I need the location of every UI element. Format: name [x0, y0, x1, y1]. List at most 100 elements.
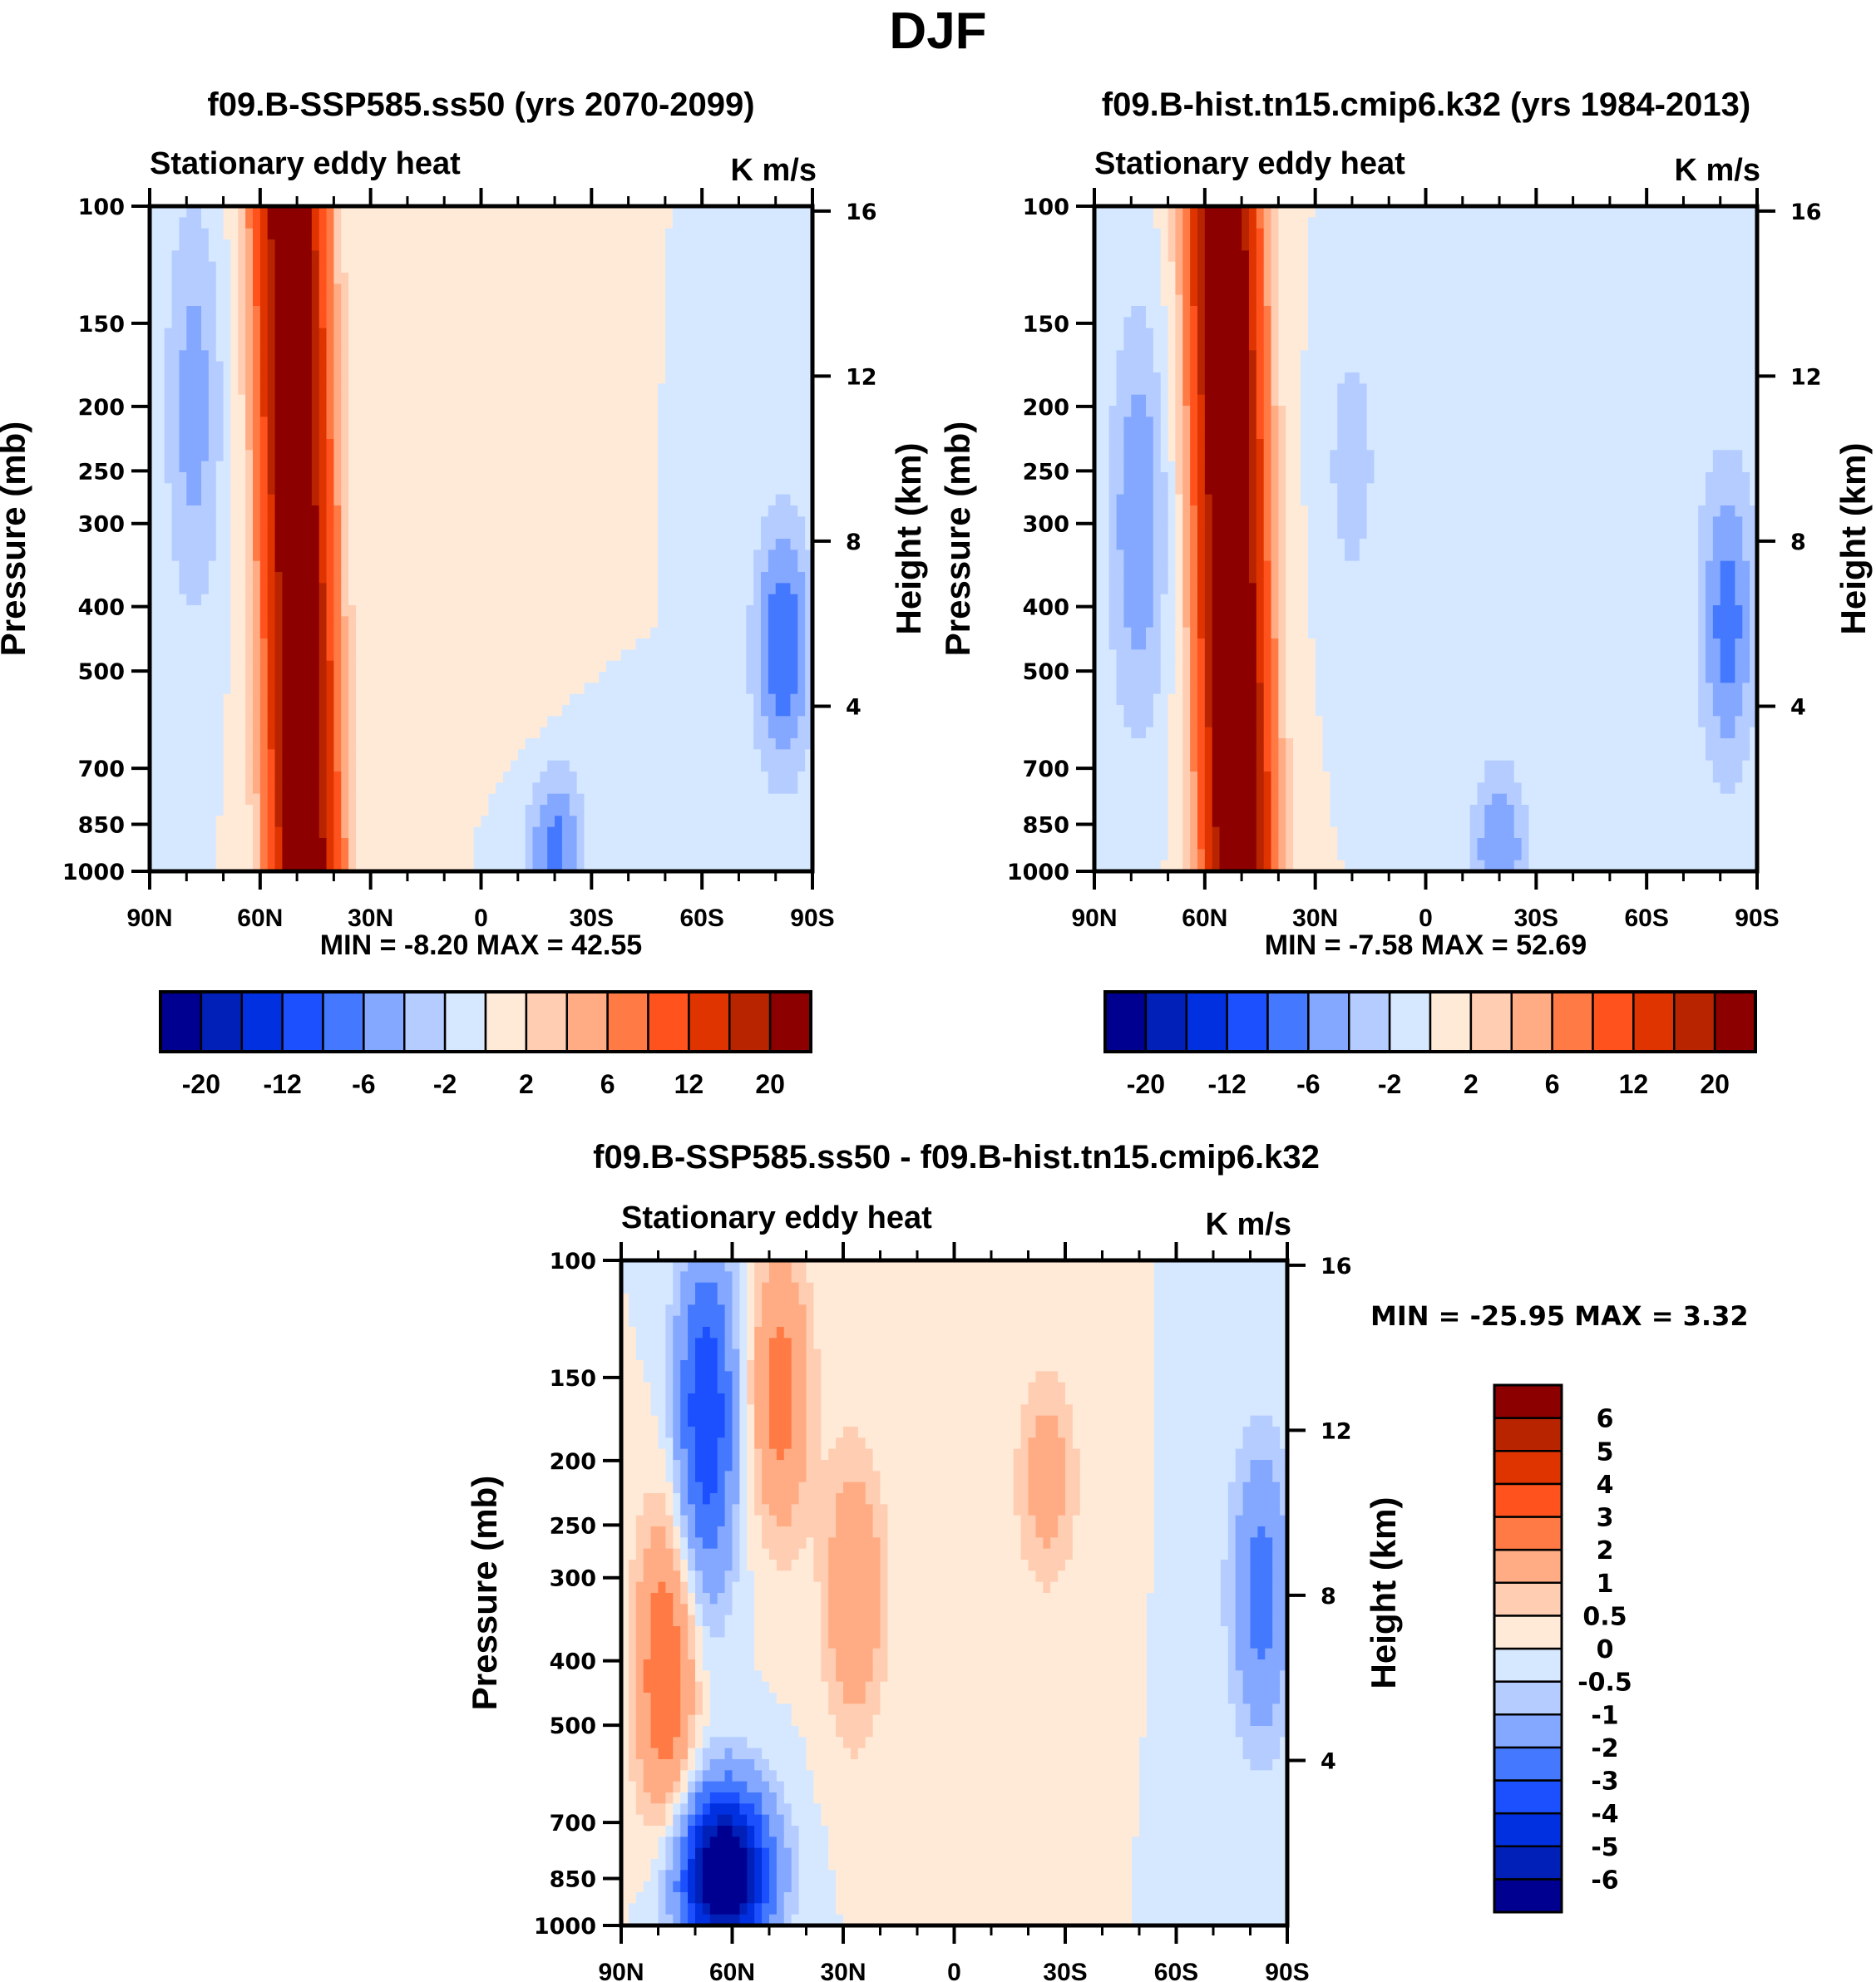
field-cell — [658, 638, 666, 650]
field-cell — [797, 572, 806, 584]
field-cell — [555, 793, 563, 806]
field-cell — [775, 605, 784, 617]
field-cell — [385, 228, 393, 240]
field-cell — [496, 527, 504, 540]
field-cell — [348, 383, 357, 396]
field-cell — [252, 760, 261, 772]
field-cell — [664, 527, 674, 540]
field-cell — [267, 727, 276, 739]
field-cell — [392, 572, 401, 584]
field-cell — [466, 439, 475, 451]
field-cell — [150, 749, 158, 762]
field-cell — [768, 539, 777, 550]
field-cell — [473, 383, 482, 396]
field-cell — [238, 250, 246, 263]
field-cell — [731, 328, 740, 340]
field-cell — [363, 760, 372, 772]
field-cell — [782, 660, 792, 673]
field-cell — [385, 594, 393, 606]
field-cell — [775, 217, 784, 229]
field-cell — [540, 672, 548, 683]
field-cell — [164, 716, 173, 728]
field-cell — [274, 239, 283, 251]
field-cell — [452, 749, 460, 762]
field-cell — [208, 250, 217, 263]
field-cell — [797, 616, 806, 629]
field-cell — [591, 560, 600, 573]
field-cell — [370, 749, 379, 762]
field-cell — [385, 683, 393, 695]
field-cell — [672, 760, 681, 772]
field-cell — [318, 638, 328, 650]
field-cell — [164, 494, 173, 506]
field-cell — [488, 505, 496, 517]
field-cell — [782, 672, 792, 683]
field-cell — [591, 361, 600, 373]
field-cell — [156, 372, 165, 384]
field-cell — [259, 239, 269, 251]
field-cell — [694, 372, 703, 384]
field-cell — [723, 339, 733, 351]
field-cell — [716, 560, 725, 573]
field-cell — [274, 461, 283, 473]
field-cell — [164, 605, 173, 617]
field-cell — [452, 206, 460, 218]
field-cell — [687, 605, 695, 617]
field-cell — [584, 594, 592, 606]
field-cell — [702, 649, 710, 662]
field-cell — [164, 816, 173, 828]
field-cell — [731, 273, 740, 284]
field-cell — [555, 250, 563, 263]
field-cell — [186, 406, 195, 417]
field-cell — [370, 772, 379, 783]
field-cell — [297, 206, 305, 218]
field-cell — [164, 616, 173, 629]
field-cell — [569, 627, 578, 639]
field-cell — [378, 738, 386, 750]
field-cell — [363, 550, 372, 562]
field-cell — [532, 760, 541, 772]
field-cell — [304, 461, 313, 473]
field-cell — [672, 306, 681, 318]
field-cell — [481, 516, 489, 529]
field-cell — [547, 217, 555, 229]
field-cell — [746, 394, 754, 407]
field-cell — [466, 328, 475, 340]
field-cell — [775, 383, 784, 396]
field-cell — [694, 317, 703, 329]
field-cell — [297, 560, 305, 573]
field-cell — [790, 483, 798, 496]
field-cell — [444, 505, 452, 517]
field-cell — [679, 760, 689, 772]
field-cell — [525, 649, 534, 662]
field-cell — [355, 361, 364, 373]
field-cell — [540, 805, 548, 816]
field-cell — [650, 527, 659, 540]
field-cell — [297, 627, 305, 639]
field-cell — [297, 317, 305, 329]
field-cell — [510, 539, 519, 550]
field-cell — [318, 693, 328, 706]
field-cell — [635, 594, 644, 606]
field-cell — [599, 660, 607, 673]
field-cell — [790, 660, 798, 673]
field-cell — [437, 273, 445, 284]
field-cell — [208, 472, 217, 484]
field-cell — [259, 461, 269, 473]
field-cell — [679, 494, 689, 506]
field-cell — [414, 716, 423, 728]
field-cell — [150, 616, 158, 629]
field-cell — [156, 572, 165, 584]
field-cell — [643, 649, 651, 662]
field-cell — [782, 206, 792, 218]
field-cell — [606, 527, 615, 540]
field-cell — [672, 350, 681, 362]
field-cell — [385, 217, 393, 229]
field-cell — [282, 494, 290, 506]
field-cell — [709, 427, 718, 440]
field-cell — [392, 605, 401, 617]
field-cell — [805, 572, 813, 584]
field-cell — [628, 339, 637, 351]
field-cell — [473, 361, 482, 373]
field-cell — [414, 660, 423, 673]
